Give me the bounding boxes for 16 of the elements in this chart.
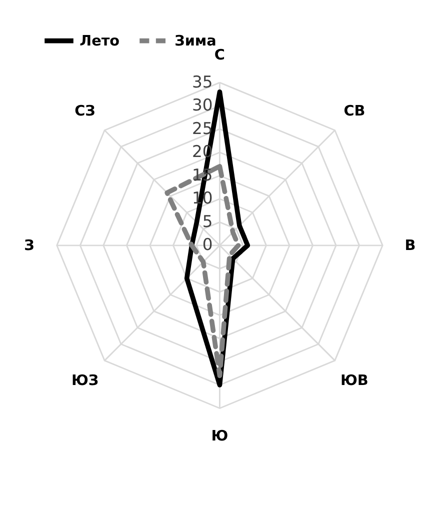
spoke-label: СЗ [74,103,96,120]
spoke-label: ЮВ [340,372,368,389]
spoke-label: Ю [211,428,228,445]
legend-label: Лето [80,34,120,50]
y-tick-label: 15 [192,165,213,184]
y-tick-label: 25 [192,118,213,138]
spoke-label: В [404,238,416,254]
spoke-label: ЮЗ [71,372,99,389]
y-tick-label: 0 [202,235,213,254]
y-tick-label: 5 [202,212,213,231]
y-tick-label: 30 [192,96,213,115]
legend-label: Зима [174,34,216,50]
spoke-label: СВ [344,103,366,120]
y-tick-label: 35 [192,72,213,92]
spoke-label: З [24,238,34,254]
spoke-label: С [214,48,225,64]
